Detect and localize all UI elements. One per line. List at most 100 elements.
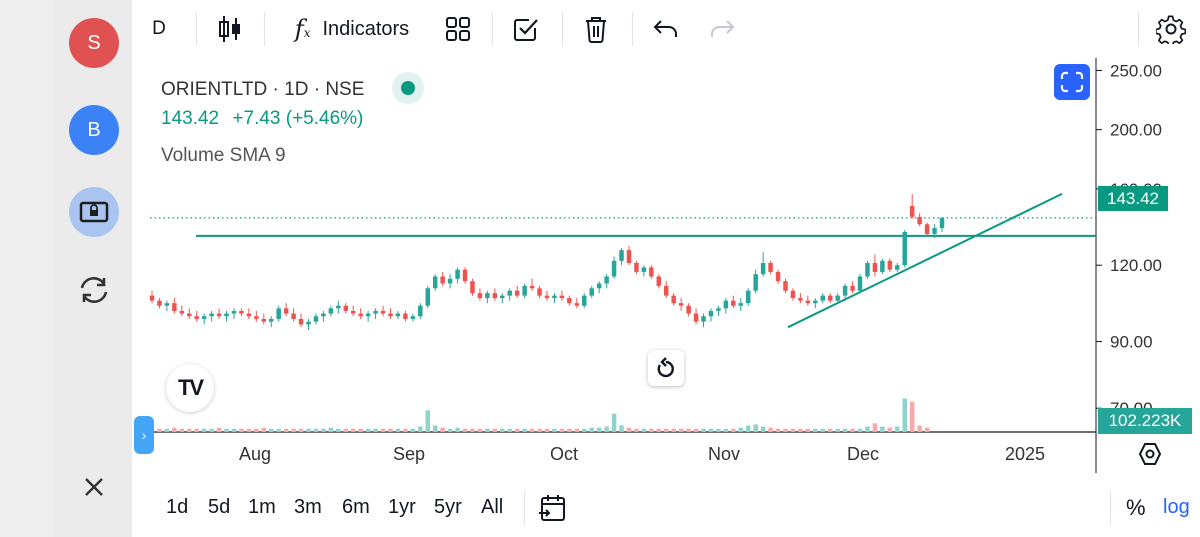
reset-view-button[interactable] (648, 350, 684, 386)
candle-body (939, 217, 945, 229)
candle-body (254, 316, 259, 319)
candles-icon[interactable] (212, 0, 248, 58)
volume-bar (924, 427, 930, 432)
x-tick-label: 2025 (1005, 444, 1045, 464)
candle-body (641, 267, 647, 272)
indicator-legend[interactable]: Volume SMA 9 (161, 145, 286, 167)
undo-icon[interactable] (648, 0, 684, 58)
toolbar-divider (1110, 491, 1111, 525)
candle-body (805, 300, 811, 304)
candle-body (850, 285, 855, 291)
candle-body (172, 303, 177, 311)
volume-bar (701, 428, 706, 432)
candle-body (753, 274, 758, 291)
volume-bar (403, 428, 408, 432)
candle-body (388, 313, 393, 317)
bottom-bar: 1d 5d 1m 3m 6m 1yr 5yr All % log (132, 478, 1200, 537)
candle-body (924, 224, 930, 234)
avatar-b[interactable]: B (69, 105, 119, 155)
volume-bar (768, 427, 773, 432)
volume-bar (820, 428, 825, 432)
trash-icon[interactable] (578, 0, 614, 58)
volume-bar (917, 425, 922, 432)
fullscreen-icon (1060, 71, 1084, 93)
volume-bar (425, 410, 430, 432)
volume-bar (634, 428, 639, 432)
volume-bar (716, 428, 721, 432)
fullscreen-button[interactable] (1054, 64, 1090, 100)
range-button-1d[interactable]: 1d (166, 496, 189, 518)
candle-body (276, 308, 281, 319)
volume-bar (291, 428, 296, 432)
volume-bar (306, 428, 311, 432)
candle-body (164, 303, 170, 306)
candle-body (462, 269, 468, 282)
toolbar-divider (632, 12, 633, 46)
volume-bar (909, 401, 915, 432)
candle-body (552, 295, 557, 299)
chevron-right-icon: › (141, 427, 147, 443)
candle-body (932, 228, 937, 234)
candle-body (768, 262, 773, 272)
range-button-1m[interactable]: 1m (248, 496, 276, 518)
candle-body (157, 300, 162, 306)
sync-icon[interactable] (69, 265, 119, 315)
tradingview-logo[interactable]: TV (166, 364, 214, 412)
volume-bar (209, 428, 214, 432)
expand-panel-button[interactable]: › (134, 416, 154, 454)
candle-body (209, 313, 214, 317)
interval-button[interactable]: D (144, 0, 174, 58)
candle-body (298, 318, 304, 325)
range-button-5yr[interactable]: 5yr (434, 496, 462, 518)
legend-change: +7.43 (+5.46%) (232, 108, 364, 129)
volume-bar (731, 428, 736, 432)
candle-body (827, 295, 833, 301)
candle-body (835, 295, 840, 301)
volume-bar (216, 427, 222, 432)
candle-body (857, 276, 863, 291)
volume-bar (313, 428, 319, 432)
close-icon[interactable] (69, 462, 119, 512)
candle-body (537, 288, 542, 296)
range-button-1yr[interactable]: 1yr (388, 496, 416, 518)
volume-bar (880, 426, 885, 432)
volume-bar (343, 428, 349, 432)
volume-bar (365, 428, 371, 432)
percent-scale-button[interactable]: % (1126, 478, 1146, 537)
range-button-6m[interactable]: 6m (342, 496, 370, 518)
settings-gear-icon[interactable] (1152, 0, 1190, 58)
volume-bar (485, 428, 490, 432)
candle-body (559, 295, 565, 299)
candle-body (790, 290, 796, 299)
redo-icon[interactable] (704, 0, 740, 58)
checkbox-edit-icon[interactable] (508, 0, 544, 58)
candle-body (365, 313, 371, 317)
range-button-5d[interactable]: 5d (208, 496, 231, 518)
volume-bar (283, 428, 289, 432)
candle-body (492, 293, 498, 299)
symbol-legend[interactable]: ORIENTLTD · 1D · NSE (161, 72, 424, 106)
candle-body (686, 305, 691, 314)
layouts-icon[interactable] (440, 0, 476, 58)
date-range-icon[interactable] (538, 478, 568, 537)
volume-bar (194, 428, 199, 432)
lock-screen-icon[interactable] (69, 187, 119, 237)
range-button-3m[interactable]: 3m (294, 496, 322, 518)
candle-body (738, 303, 744, 306)
volume-bar (842, 428, 848, 432)
volume-bar (276, 428, 281, 432)
log-scale-button[interactable]: log (1163, 478, 1190, 537)
range-button-all[interactable]: All (481, 496, 504, 518)
candle-body (701, 316, 706, 322)
candle-body (269, 318, 274, 322)
candle-body (432, 276, 438, 289)
indicators-button[interactable]: fx Indicators (282, 0, 422, 58)
time-axis-settings-icon[interactable] (1134, 440, 1166, 468)
avatar-s[interactable]: S (69, 18, 119, 68)
candle-body (813, 300, 818, 304)
chart-area[interactable]: 250.00200.00160.00120.0090.0070.00AugSep… (132, 58, 1200, 478)
candle-body (611, 260, 617, 277)
candle-body (470, 281, 475, 294)
volume-bar (522, 428, 527, 432)
volume-bar (447, 428, 453, 432)
